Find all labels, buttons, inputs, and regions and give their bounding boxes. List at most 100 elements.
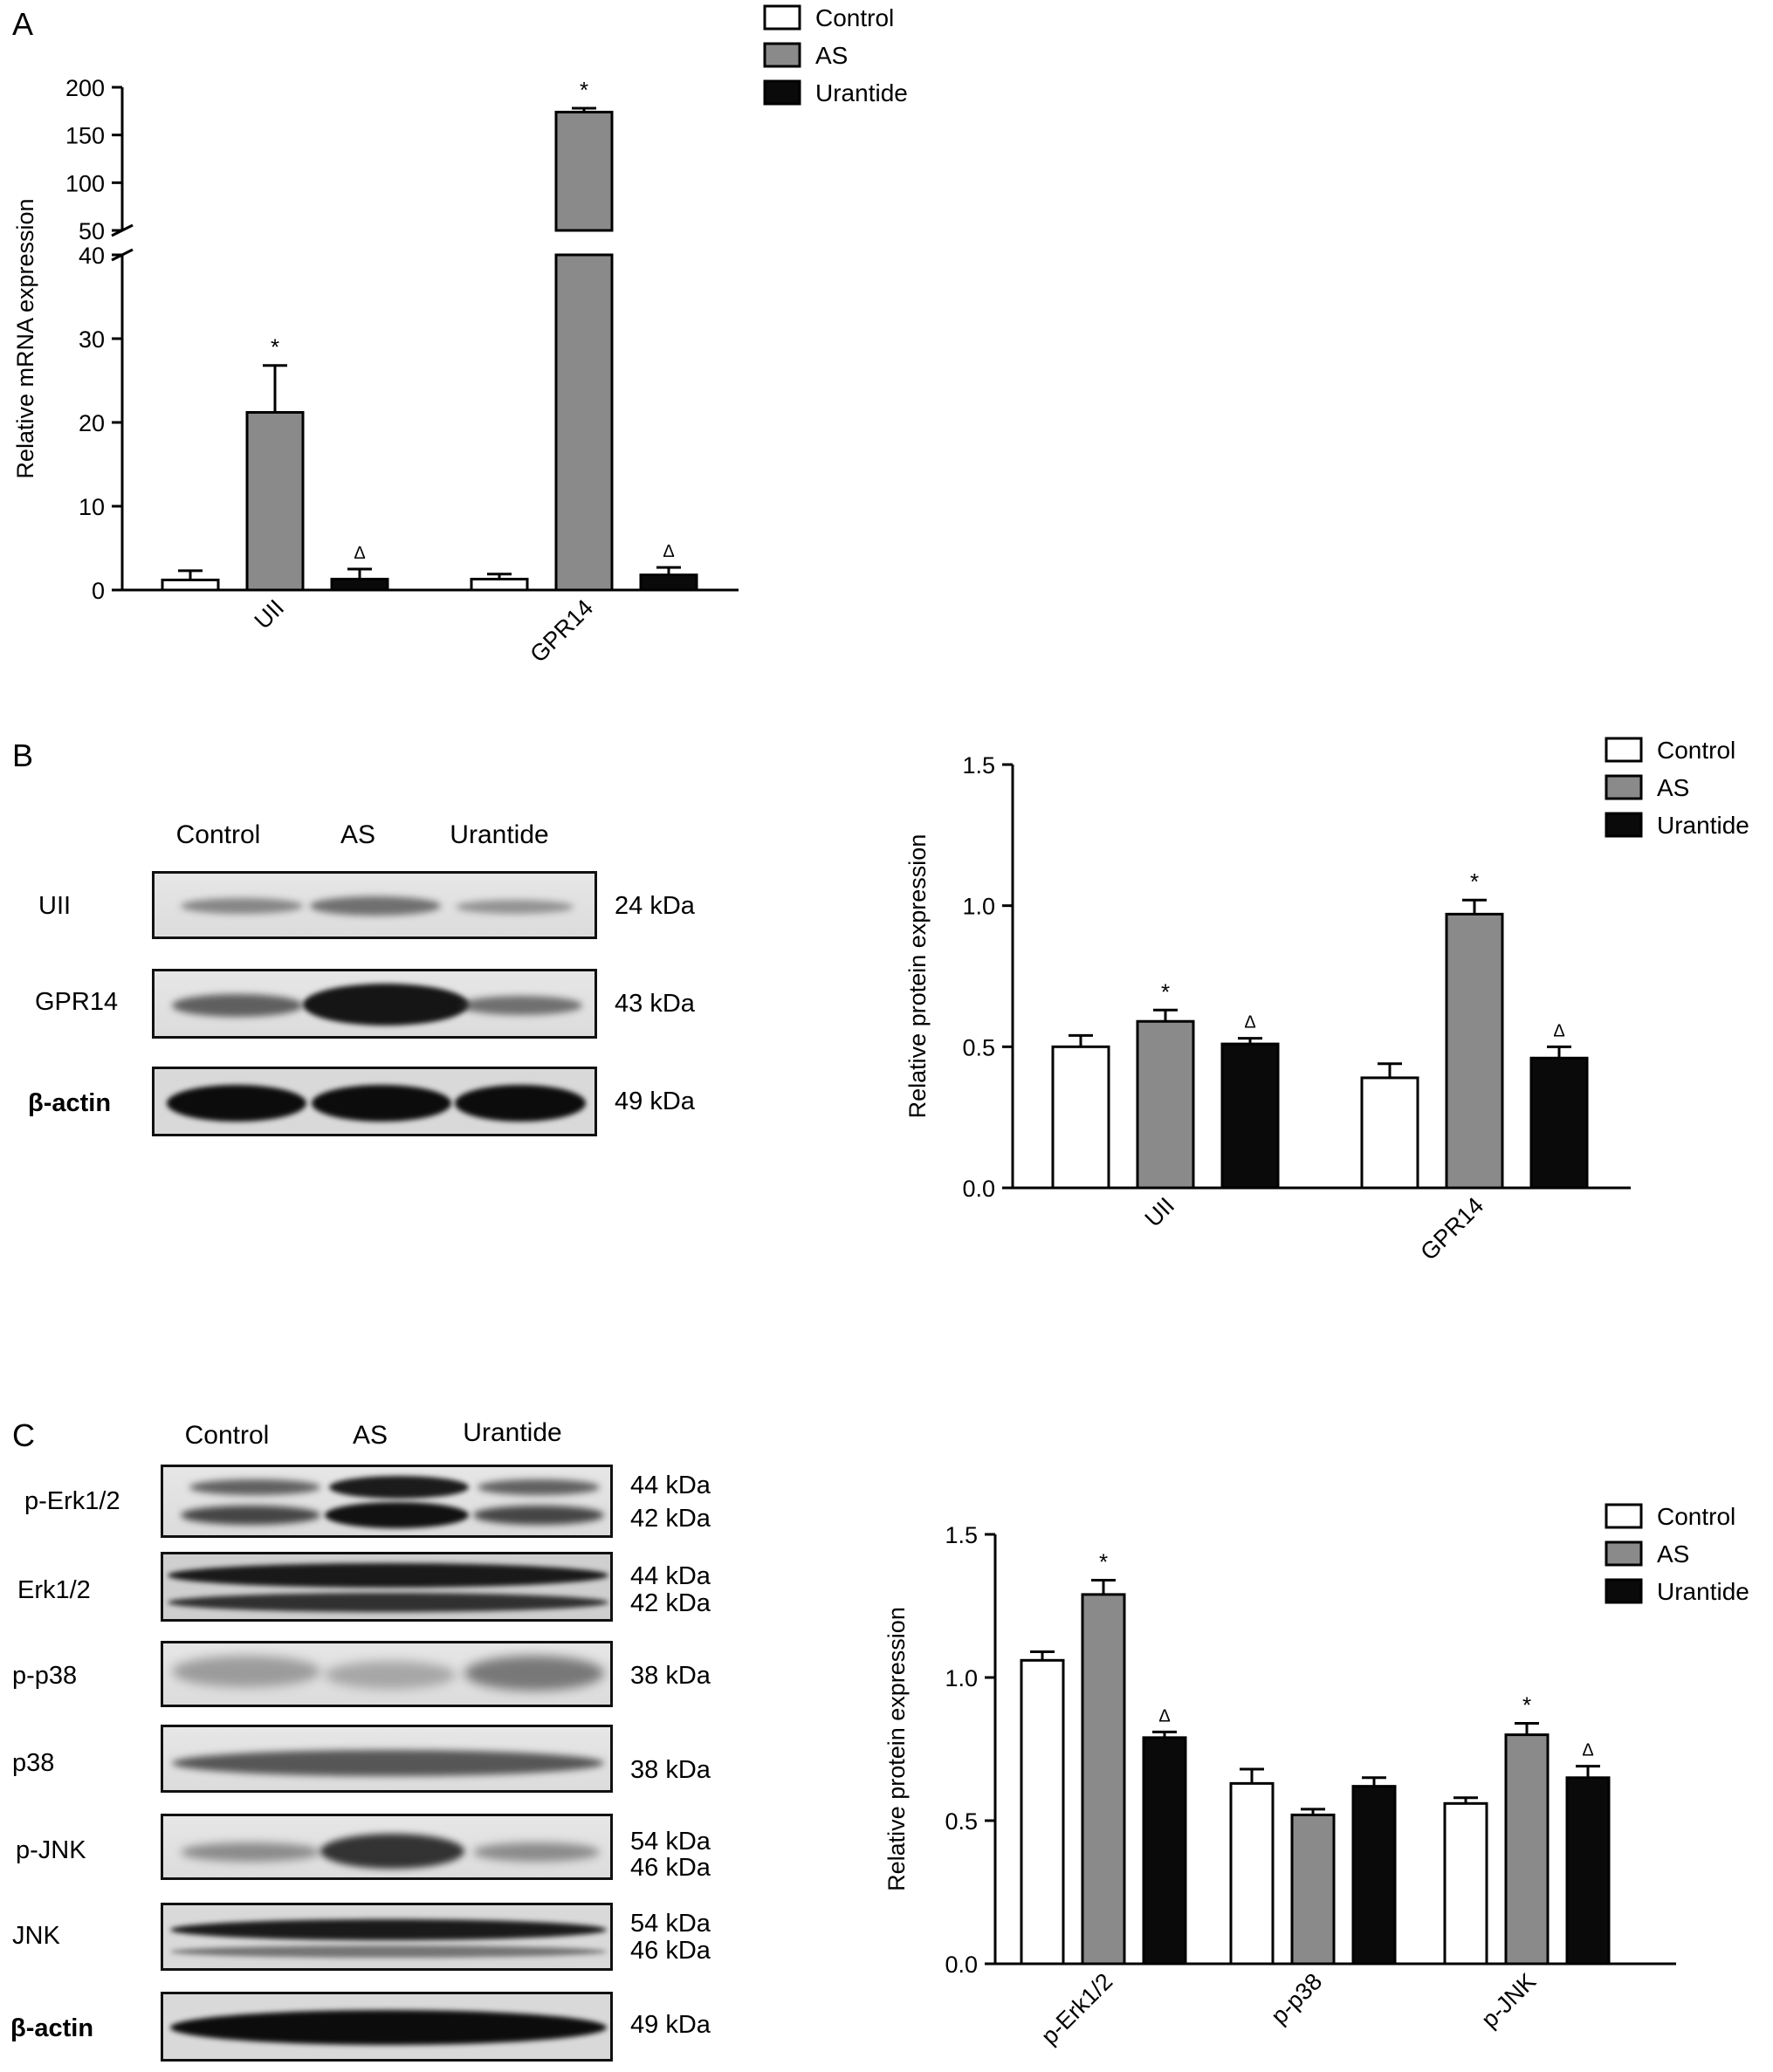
significance-triangle: Δ — [1244, 1013, 1255, 1033]
significance-triangle: Δ — [354, 544, 365, 563]
y-tick-label: 20 — [79, 410, 105, 436]
x-category-label: UII — [250, 594, 290, 635]
y-tick-label: 1.0 — [945, 1665, 978, 1691]
band — [181, 1842, 320, 1862]
band — [460, 996, 582, 1015]
chart-a-legend-label-control: Control — [815, 4, 894, 31]
chart-a-legend-swatch-urantide — [763, 79, 801, 106]
band — [181, 1506, 320, 1525]
blot-c-kda-erk-44: 44 kDa — [630, 1562, 711, 1590]
band — [329, 1476, 469, 1499]
y-axis-label: Relative mRNA expression — [12, 198, 38, 478]
y-tick-label: 0.0 — [962, 1176, 995, 1202]
significance-asterisk: * — [271, 334, 279, 360]
blot-c-strip-beta-actin — [161, 1992, 613, 2062]
band — [325, 1661, 456, 1689]
bar-as — [1445, 912, 1504, 1190]
blot-b-strip-beta-actin — [152, 1067, 597, 1136]
blot-b-kda-gpr14: 43 kDa — [615, 990, 695, 1018]
y-axis-label: Relative protein expression — [904, 834, 931, 1119]
blot-c-kda-p-jnk-54: 54 kDa — [630, 1828, 711, 1856]
significance-triangle: Δ — [1158, 1706, 1170, 1726]
blot-b-row-label-beta-actin: β-actin — [28, 1089, 112, 1117]
x-category-label: GPR14 — [1415, 1192, 1488, 1266]
bar-control — [161, 578, 220, 592]
panel-letter-c: C — [12, 1417, 35, 1453]
blot-c-lane-urantide: Urantide — [463, 1418, 562, 1447]
bar-urantide — [1565, 1776, 1611, 1966]
blot-b-lane-as: AS — [340, 820, 376, 849]
significance-asterisk: * — [1522, 1691, 1531, 1718]
significance-asterisk: * — [1470, 868, 1479, 895]
bar-control — [470, 578, 529, 592]
y-tick-label: 1.5 — [962, 752, 995, 779]
chart-c-legend-swatch-urantide — [1605, 1578, 1643, 1604]
band — [325, 1502, 469, 1528]
chart-c-legend-label-urantide: Urantide — [1657, 1578, 1749, 1605]
panel-letter-a: A — [12, 6, 34, 42]
bar-as — [1136, 1019, 1195, 1190]
blot-b-row-label-uii: UII — [38, 892, 72, 920]
blot-c-strip-p-erk — [161, 1465, 613, 1538]
blot-c-row-label-p-jnk: p-JNK — [16, 1836, 86, 1864]
y-tick-label: 0 — [92, 578, 105, 604]
bar-control — [1020, 1658, 1065, 1966]
significance-triangle: Δ — [1553, 1021, 1564, 1040]
bar-urantide — [1142, 1736, 1187, 1966]
significance-triangle: Δ — [1582, 1741, 1593, 1760]
chart-b-legend-label-as: AS — [1657, 774, 1689, 801]
significance-asterisk: * — [1099, 1548, 1108, 1575]
blot-b-strip-uii — [152, 871, 597, 939]
blot-b-lane-control: Control — [175, 820, 261, 849]
x-category-label: p-Erk1/2 — [1036, 1968, 1117, 2049]
blot-c-row-label-p-erk: p-Erk1/2 — [24, 1487, 120, 1515]
x-category-label: p-p38 — [1266, 1968, 1327, 2029]
bar-as — [1504, 1733, 1550, 1966]
band — [473, 1506, 604, 1525]
bar-as — [1081, 1593, 1126, 1966]
band — [189, 1479, 320, 1495]
blot-c-row-label-erk: Erk1/2 — [17, 1576, 91, 1604]
bar-control — [1360, 1076, 1419, 1190]
chart-b-legend-swatch-control — [1605, 737, 1643, 763]
band — [455, 1085, 586, 1122]
y-tick-label: 150 — [65, 123, 105, 149]
chart-C: 0.0 0.5 1.0 1.5 Relative protein expression *… — [883, 1522, 1676, 2049]
bar-as-upper — [554, 110, 614, 232]
bar-urantide — [1351, 1785, 1397, 1966]
blot-c-kda-p-p38: 38 kDa — [630, 1662, 711, 1690]
blot-c-kda-beta-actin: 49 kDa — [630, 2011, 711, 2039]
blot-c-lane-as: AS — [352, 1421, 388, 1450]
blot-c-strip-p-jnk — [161, 1814, 613, 1880]
chart-c-legend-swatch-as — [1605, 1540, 1643, 1567]
chart-B: 0.0 0.5 1.0 1.5 Relative protein expression *… — [904, 752, 1631, 1266]
blot-c-lane-control: Control — [184, 1421, 270, 1450]
chart-a-legend-label-urantide: Urantide — [815, 79, 908, 106]
y-tick-label: 50 — [79, 218, 105, 244]
bar-as — [245, 410, 305, 592]
panel-letter-b: B — [12, 738, 34, 773]
significance-asterisk: * — [580, 77, 588, 103]
band — [172, 1656, 320, 1687]
blot-c-kda-jnk-54: 54 kDa — [630, 1910, 711, 1938]
blot-c-row-label-beta-actin: β-actin — [10, 2014, 94, 2042]
blot-b-kda-beta-actin: 49 kDa — [615, 1087, 695, 1115]
y-tick-label: 0.5 — [945, 1808, 978, 1835]
chart-a-legend-swatch-as — [763, 42, 801, 68]
blot-c-kda-p-erk-44: 44 kDa — [630, 1472, 711, 1499]
band — [170, 1945, 607, 1958]
bar-control — [1229, 1781, 1275, 1966]
chart-a-legend-swatch-control — [763, 4, 801, 31]
y-axis-label: Relative protein expression — [883, 1607, 910, 1891]
band — [464, 1656, 604, 1691]
blot-c-kda-p-jnk-46: 46 kDa — [630, 1854, 711, 1882]
band — [167, 1085, 306, 1122]
band — [456, 900, 574, 914]
blot-c-kda-erk-42: 42 kDa — [630, 1589, 711, 1617]
band — [170, 1919, 607, 1940]
band — [170, 2010, 607, 2045]
blot-c-strip-jnk — [161, 1903, 613, 1971]
blot-c-row-label-p-p38: p-p38 — [12, 1662, 78, 1690]
significance-triangle: Δ — [663, 542, 674, 561]
